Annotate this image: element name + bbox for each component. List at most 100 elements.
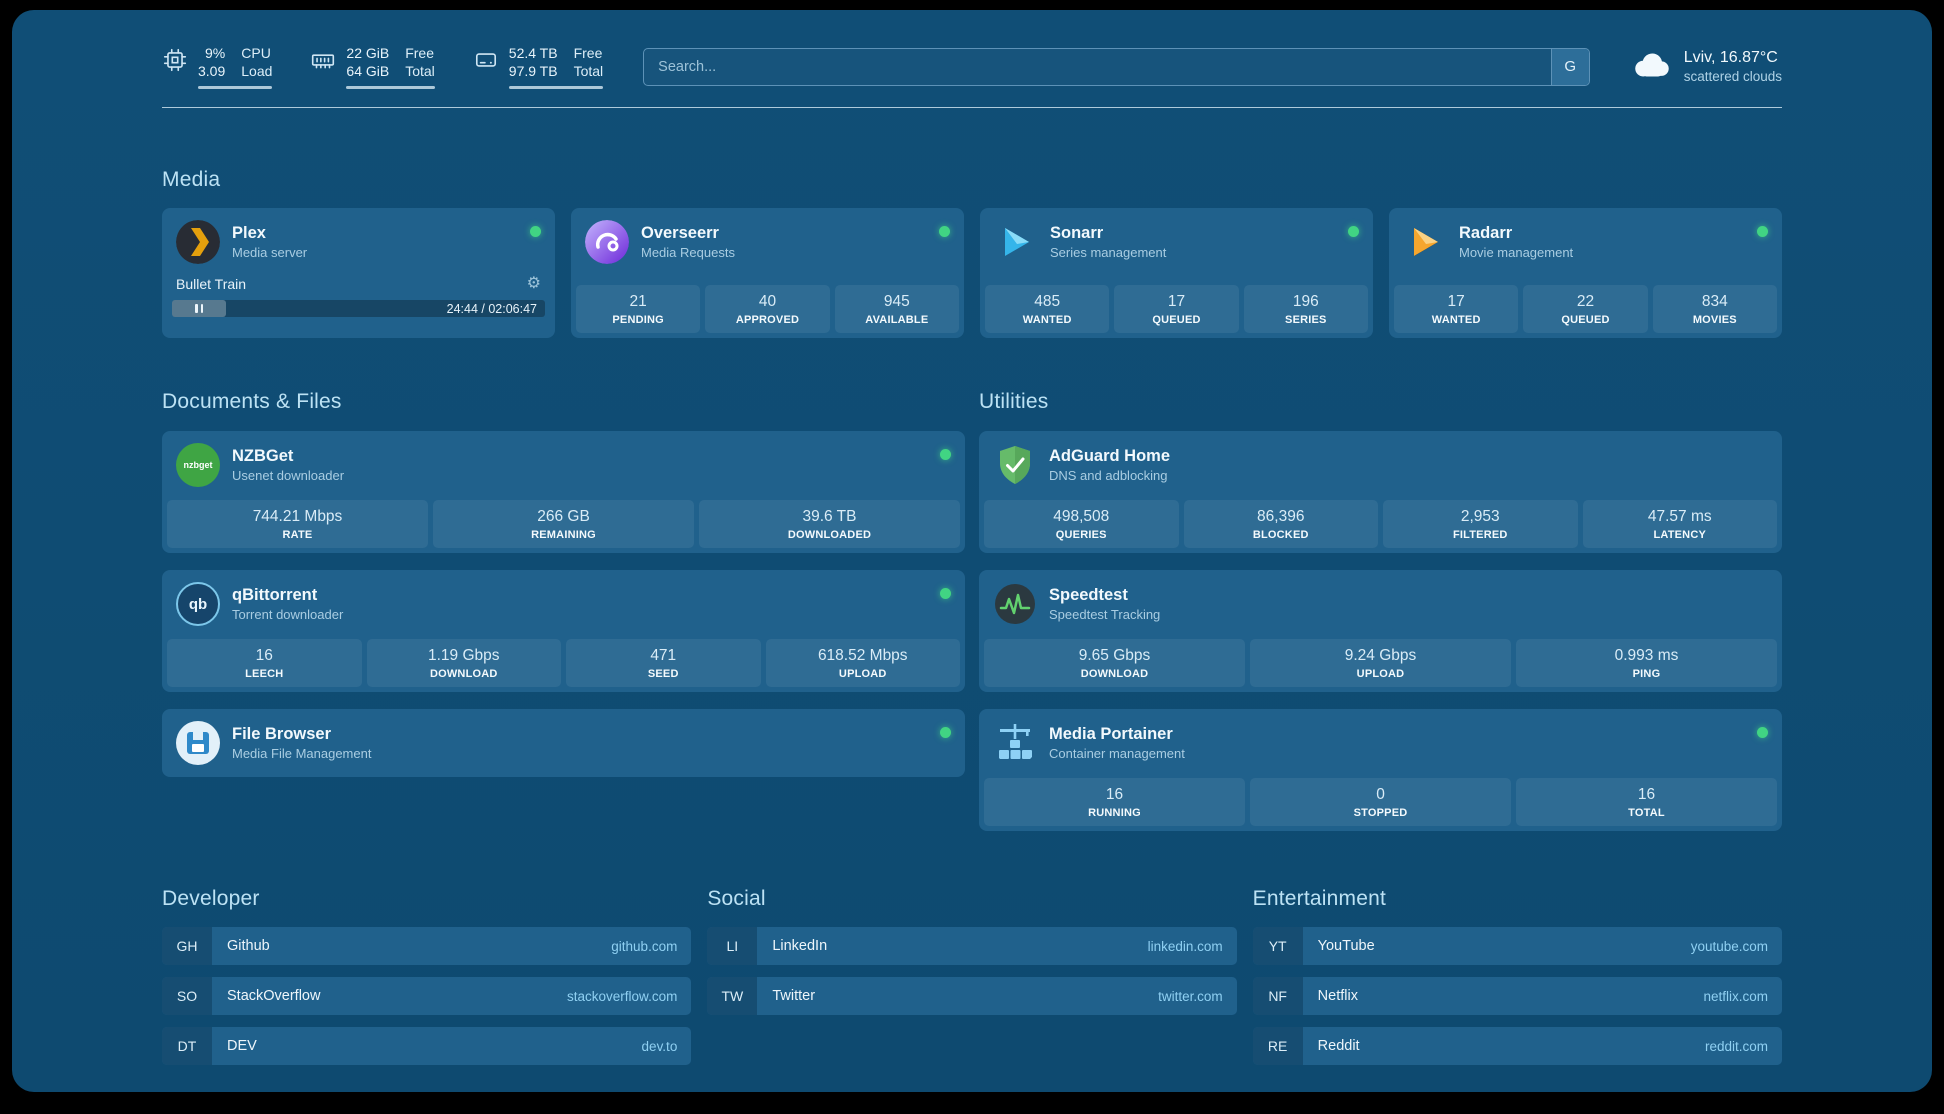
service-subtitle: Usenet downloader [232,467,345,483]
service-title: NZBGet [232,447,294,466]
bookmark-url: linkedin.com [1147,938,1223,954]
service-card-speedtest[interactable]: Speedtest Speedtest Tracking 9.65 Gbps D… [979,570,1782,693]
service-title: Plex [232,224,266,243]
service-card-adguard[interactable]: AdGuard Home DNS and adblocking 498,508 … [979,431,1782,554]
bookmark-url: dev.to [641,1038,678,1054]
weather-widget[interactable]: Lviv, 16.87°C scattered clouds [1630,48,1782,86]
plex-player: 24:44 / 02:06:47 [162,292,555,327]
cpu-load-label: Load [241,63,273,80]
bookmark-netflix[interactable]: NF Netflix netflix.com [1252,977,1782,1016]
bookmark-name: Github [227,938,270,955]
cpu-usage-label: CPU [241,45,271,61]
weather-location-temp: Lviv, 16.87°C [1683,48,1778,66]
bookmark-url: stackoverflow.com [567,988,678,1004]
stat-rate: 744.21 Mbps RATE [167,500,428,549]
bookmark-url: reddit.com [1704,1038,1768,1054]
bookmark-name: LinkedIn [772,938,828,955]
stat-available: 945 AVAILABLE [834,285,959,334]
service-subtitle: Media Requests [641,244,735,260]
service-subtitle: Media File Management [232,745,372,761]
documents-section: Documents & Files nzbget NZBGet Usenet d… [162,390,965,831]
stat-stopped: 0 STOPPED [1250,778,1511,827]
bookmark-url: youtube.com [1690,938,1768,954]
cpu-widget: 9% 3.09 CPU Load [162,44,273,90]
disk-widget: 52.4 TB 97.9 TB Free Total [473,44,604,90]
sonarr-icon [994,220,1038,264]
filebrowser-icon [176,721,220,766]
now-playing-title: Bullet Train [176,276,247,293]
service-subtitle: Container management [1049,745,1185,761]
disk-meter [508,86,604,90]
stat-queries: 498,508 QUERIES [984,500,1179,549]
bookmark-reddit[interactable]: RE Reddit reddit.com [1252,1027,1782,1066]
service-card-filebrowser[interactable]: File Browser Media File Management [162,709,965,778]
stat-ping: 0.993 ms PING [1516,639,1777,688]
service-card-radarr[interactable]: Radarr Movie management 17 WANTED 22 QUE… [1389,208,1782,339]
search-provider-button[interactable]: G [1550,48,1589,85]
disk-free-value: 52.4 TB [508,45,558,61]
disk-total-value: 97.9 TB [508,63,558,80]
service-subtitle: DNS and adblocking [1049,467,1168,483]
stat-upload: 9.24 Gbps UPLOAD [1250,639,1511,688]
bookmark-abbr: GH [162,927,212,966]
memory-total-label: Total [405,63,435,80]
memory-free-value: 22 GiB [346,45,390,61]
stat-pending: 21 PENDING [576,285,701,334]
bookmark-twitter[interactable]: TW Twitter twitter.com [707,977,1237,1016]
bookmark-stackoverflow[interactable]: SO StackOverflow stackoverflow.com [162,977,692,1016]
bookmark-dev[interactable]: DT DEV dev.to [162,1027,692,1066]
resource-widgets: 9% 3.09 CPU Load [162,44,604,90]
topbar-divider [162,107,1782,109]
bookmark-abbr: RE [1252,1027,1303,1066]
stat-series: 196 SERIES [1243,285,1368,334]
utilities-heading: Utilities [979,390,1049,414]
utilities-section: Utilities AdGuard Home DNS and adblockin… [979,390,1782,832]
cpu-load-value: 3.09 [198,63,226,80]
stat-remaining: 266 GB REMAINING [433,500,694,549]
service-card-nzbget[interactable]: nzbget NZBGet Usenet downloader 744.21 M… [162,431,965,554]
stat-leech: 16 LEECH [167,639,362,688]
stat-download: 1.19 Gbps DOWNLOAD [366,639,561,688]
pause-button[interactable] [172,300,226,318]
stat-seed: 471 SEED [566,639,761,688]
stat-running: 16 RUNNING [984,778,1245,827]
social-heading: Social [707,887,766,911]
bookmark-linkedin[interactable]: LI LinkedIn linkedin.com [707,927,1237,966]
service-card-plex[interactable]: Plex Media server Bullet Train ⚙ 24:44 /… [162,208,555,339]
bookmark-name: StackOverflow [227,988,321,1005]
search-input[interactable] [644,48,1551,85]
stat-filtered: 2,953 FILTERED [1383,500,1578,549]
bookmark-url: netflix.com [1703,988,1768,1004]
stat-total: 16 TOTAL [1516,778,1777,827]
bookmark-github[interactable]: GH Github github.com [162,927,692,966]
cpu-icon [162,47,188,78]
status-dot [1348,226,1359,238]
bookmark-name: Twitter [772,988,816,1005]
status-dot [940,727,951,739]
service-card-portainer[interactable]: Media Portainer Container management 16 … [979,709,1782,832]
settings-gear-icon[interactable]: ⚙ [526,275,541,293]
service-card-sonarr[interactable]: Sonarr Series management 485 WANTED 17 Q… [980,208,1373,339]
bookmark-abbr: TW [707,977,758,1016]
documents-heading: Documents & Files [162,390,342,414]
speedtest-icon [993,582,1037,626]
stat-upload: 618.52 Mbps UPLOAD [765,639,960,688]
stat-queued: 22 QUEUED [1523,285,1648,334]
service-card-overseerr[interactable]: Overseerr Media Requests 21 PENDING 40 A… [571,208,964,339]
bookmark-url: github.com [611,938,678,954]
service-subtitle: Torrent downloader [232,606,344,622]
service-title: Radarr [1459,224,1513,243]
status-dot [940,449,951,461]
top-bar: 9% 3.09 CPU Load [162,10,1782,90]
radarr-icon [1403,220,1447,264]
bookmark-youtube[interactable]: YT YouTube youtube.com [1252,927,1782,966]
plex-icon [176,220,220,265]
stat-blocked: 86,396 BLOCKED [1183,500,1378,549]
stat-downloaded: 39.6 TB DOWNLOADED [699,500,960,549]
bookmark-name: DEV [227,1038,257,1055]
memory-widget: 22 GiB 64 GiB Free Total [310,44,435,90]
search-area: G [643,47,1590,86]
playback-progress-bar[interactable]: 24:44 / 02:06:47 [172,300,545,318]
service-card-qbittorrent[interactable]: qb qBittorrent Torrent downloader 16 LEE… [162,570,965,693]
nzbget-icon: nzbget [176,443,220,488]
